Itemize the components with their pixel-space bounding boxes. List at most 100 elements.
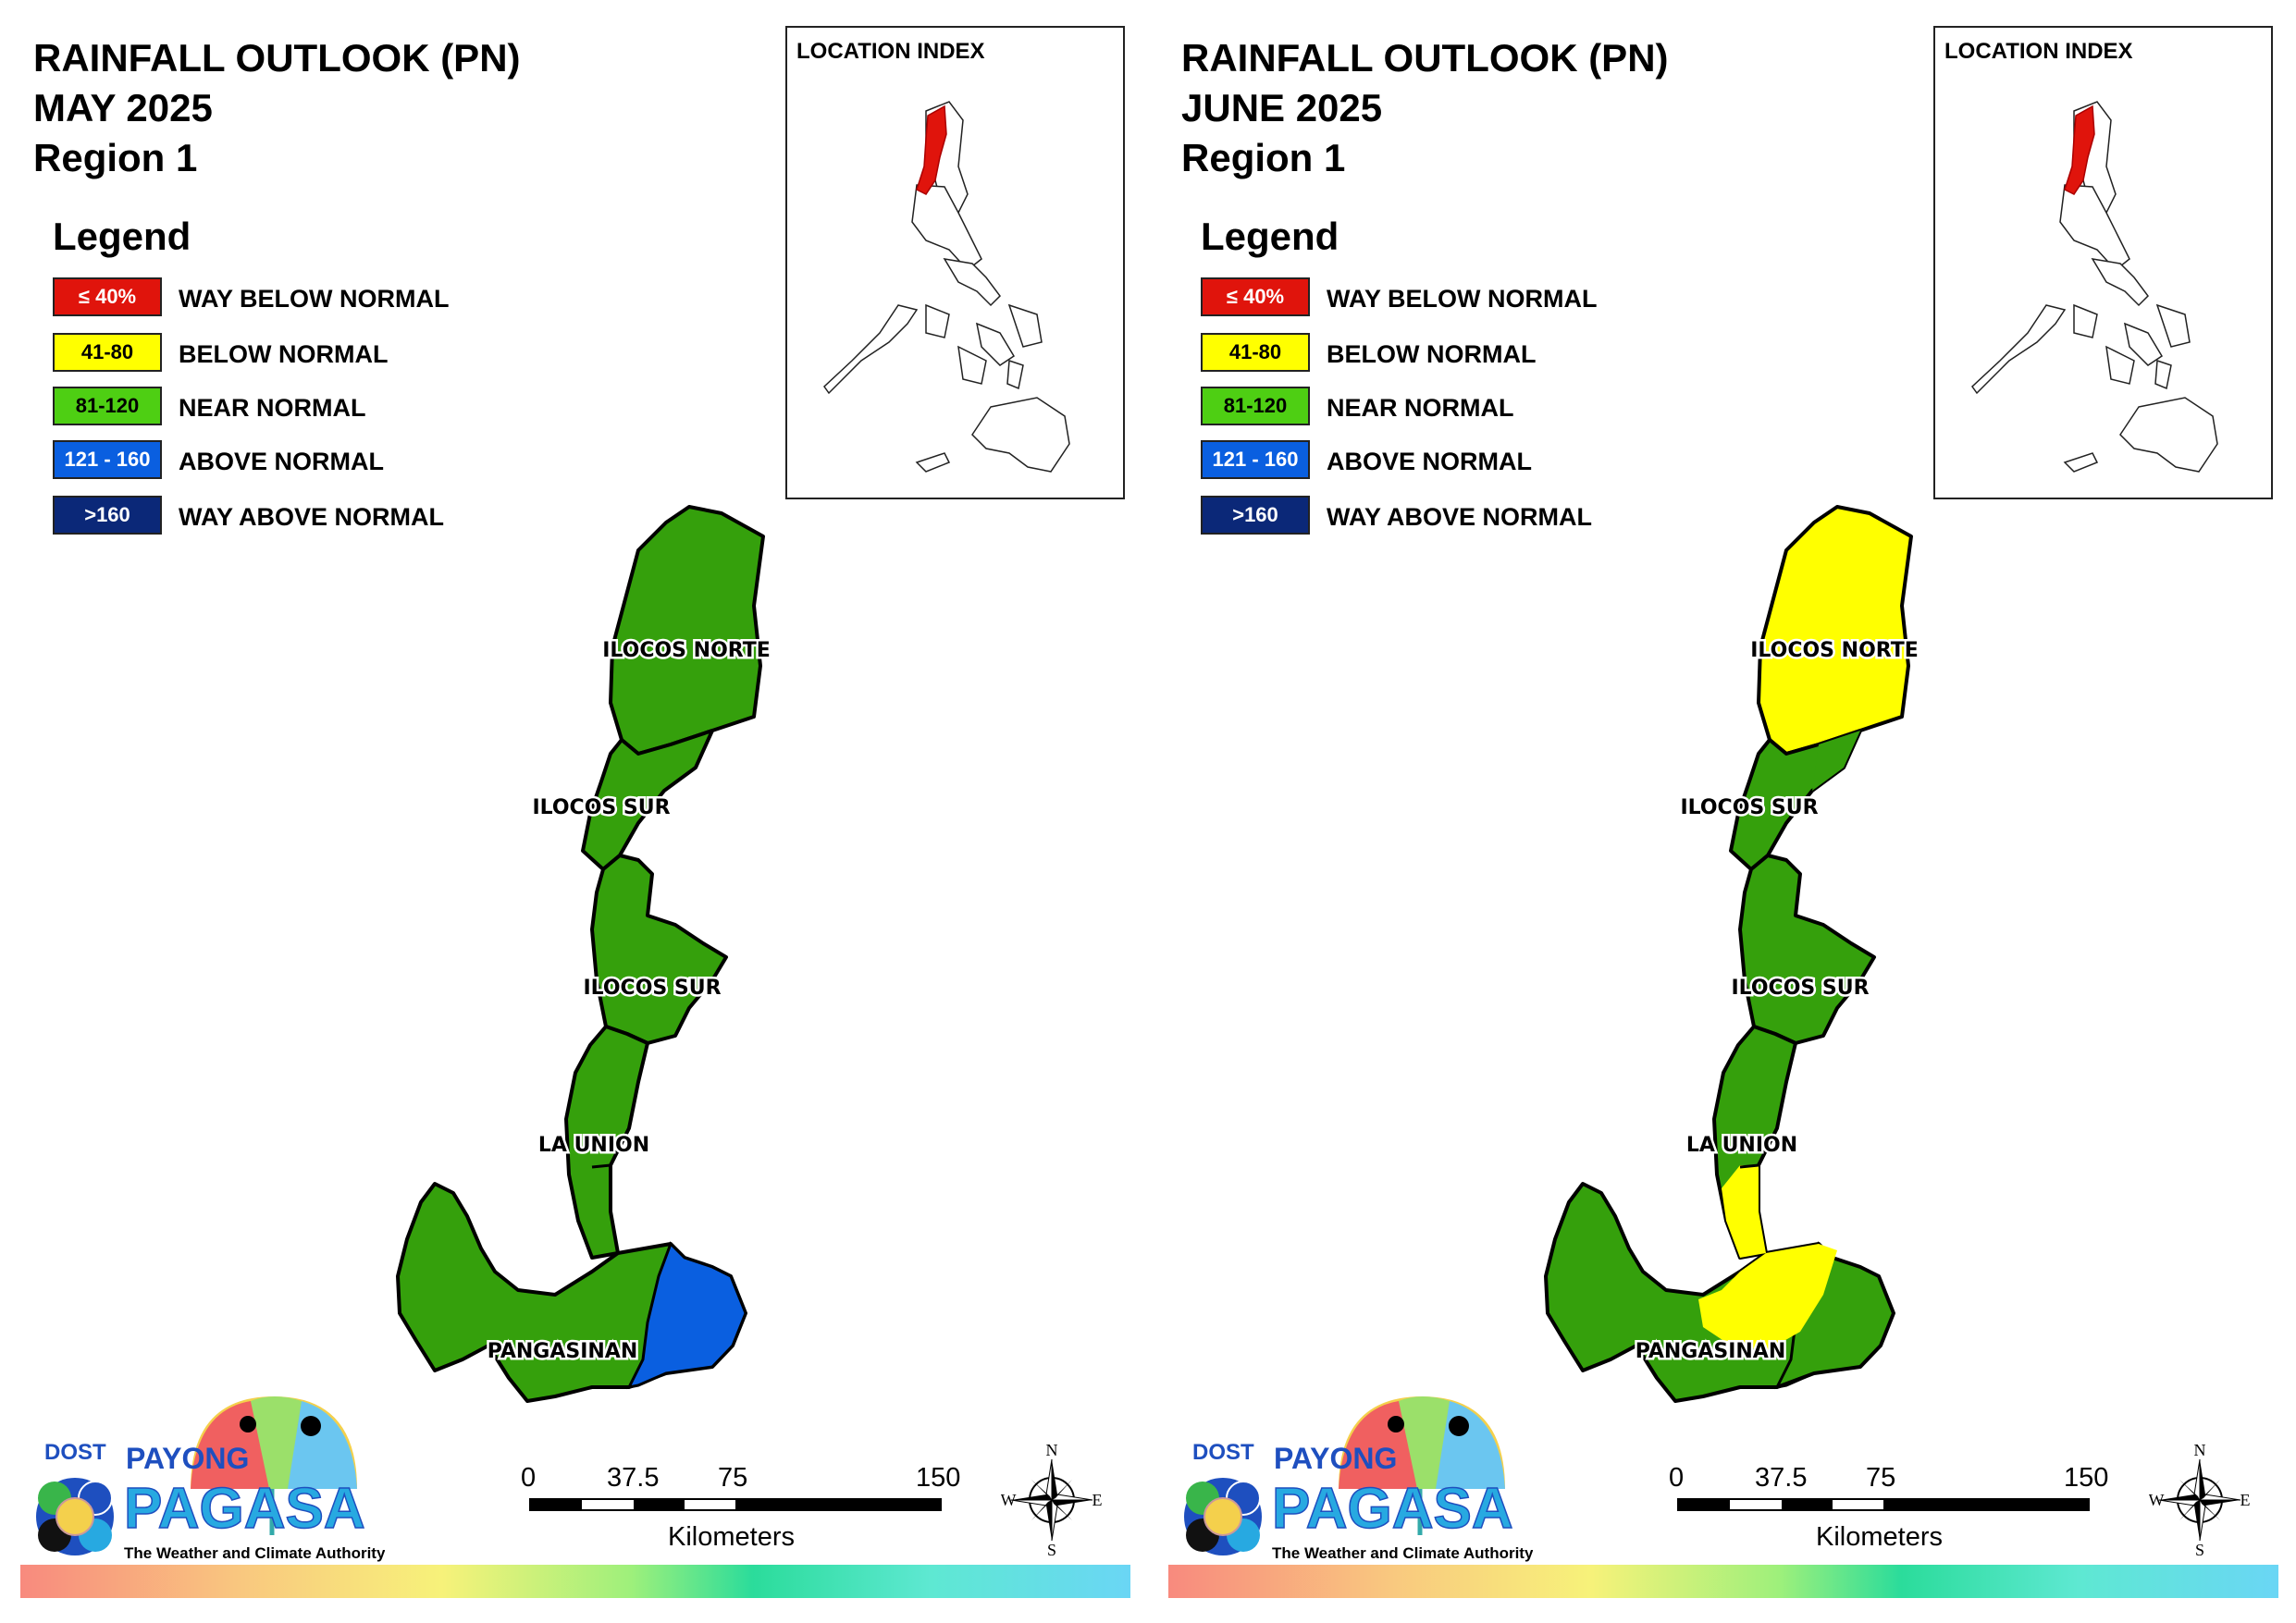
scale-tick-0: 0	[521, 1463, 537, 1493]
pangasinan-below-normal-area	[1698, 1244, 1837, 1350]
scale-bar	[529, 1498, 942, 1511]
legend-swatch: >160	[53, 496, 162, 535]
title-line-3: Region 1	[33, 136, 198, 179]
title-line-3: Region 1	[1181, 136, 1346, 179]
philippines-inset-map	[1971, 101, 2218, 473]
scale-tick-37-5: 37.5	[1755, 1463, 1808, 1493]
title-line-2: MAY 2025	[33, 86, 213, 129]
scale-tick-0: 0	[1669, 1463, 1685, 1493]
region-1-highlight	[916, 105, 947, 195]
legend-label: NEAR NORMAL	[1327, 394, 1514, 422]
panay-negros-shape	[2105, 345, 2135, 385]
north-arrow-compass: N S E W	[2149, 1441, 2251, 1559]
ilocos-norte-south-tip	[1812, 731, 1860, 791]
luzon-south-shape	[943, 257, 1001, 307]
scale-unit: Kilometers	[1816, 1522, 1943, 1552]
legend-label: WAY BELOW NORMAL	[1327, 285, 1598, 313]
region-1-highlight	[2064, 105, 2095, 195]
legend-label: WAY ABOVE NORMAL	[1327, 503, 1593, 531]
label-pangasinan: PANGASINAN	[1636, 1340, 1786, 1363]
mindoro-shape	[2073, 303, 2098, 338]
label-ilocos-sur-north: ILOCOS SUR	[1680, 796, 1818, 819]
color-gradient-bar	[20, 1565, 1130, 1598]
umbrella-icon	[191, 1396, 357, 1535]
cebu-bohol-shape	[2154, 359, 2172, 390]
compass-w: W	[1001, 1491, 1017, 1509]
location-index-title: LOCATION INDEX	[1944, 39, 2133, 64]
legend-swatch: 81-120	[53, 387, 162, 425]
luzon-central-shape	[911, 184, 982, 272]
luzon-central-shape	[2059, 184, 2130, 272]
scale-tick-37-5: 37.5	[607, 1463, 660, 1493]
luzon-south-shape	[2091, 257, 2149, 307]
label-ilocos-sur-south: ILOCOS SUR	[1731, 977, 1869, 1000]
label-ilocos-norte: ILOCOS NORTE	[1750, 639, 1919, 662]
label-pangasinan: PANGASINAN	[488, 1340, 638, 1363]
compass-rose-icon	[2158, 1458, 2241, 1542]
label-ilocos-sur-south: ILOCOS SUR	[583, 977, 721, 1000]
legend-label: NEAR NORMAL	[179, 394, 366, 422]
legend-label: ABOVE NORMAL	[1327, 448, 1532, 475]
region-1-map: ILOCOS NORTE ILOCOS SUR ILOCOS SUR LA UN…	[1544, 505, 1920, 1403]
logo-payong: PAYONG	[126, 1442, 249, 1475]
payong-pagasa-logo: DOST PAYONG PAGASA The Weather and Clima…	[36, 1396, 385, 1562]
cebu-bohol-shape	[1006, 359, 1024, 390]
mindanao-shape	[971, 397, 1070, 473]
mindoro-shape	[925, 303, 950, 338]
legend-label: WAY BELOW NORMAL	[179, 285, 450, 313]
compass-s: S	[1047, 1541, 1056, 1559]
legend-swatch: 121 - 160	[53, 440, 162, 479]
sulu-shape	[2063, 452, 2099, 473]
title-line-1: RAINFALL OUTLOOK (PN)	[1181, 36, 1669, 80]
map-title: RAINFALL OUTLOOK (PN) MAY 2025 Region 1	[33, 33, 521, 183]
dost-seal-icon	[1184, 1478, 1262, 1555]
compass-s: S	[2195, 1541, 2204, 1559]
legend-swatch: 41-80	[53, 333, 162, 372]
panay-negros-shape	[957, 345, 987, 385]
legend-title: Legend	[1201, 215, 1339, 258]
legend-swatch: ≤ 40%	[1201, 277, 1310, 316]
visayas-a-shape	[2123, 322, 2164, 366]
label-la-union: LA UNION	[538, 1134, 649, 1157]
philippines-inset-map	[823, 101, 1070, 473]
label-la-union: LA UNION	[1686, 1134, 1797, 1157]
legend-label: WAY ABOVE NORMAL	[179, 503, 445, 531]
title-line-2: JUNE 2025	[1181, 86, 1383, 129]
location-index-inset: LOCATION INDEX	[1933, 26, 2273, 499]
legend-title: Legend	[53, 215, 191, 258]
logo-tagline: The Weather and Climate Authority	[1272, 1544, 1533, 1562]
scale-bar	[1677, 1498, 2090, 1511]
la-union-below-normal-area	[1722, 1165, 1766, 1258]
map-panel-june: RAINFALL OUTLOOK (PN) JUNE 2025 Region 1…	[1148, 0, 2296, 1623]
sulu-shape	[915, 452, 951, 473]
province-ilocos-sur-south	[1738, 854, 1876, 1045]
payong-pagasa-logo: DOST PAYONG PAGASA The Weather and Clima…	[1184, 1396, 1533, 1562]
logo-tagline: The Weather and Climate Authority	[124, 1544, 385, 1562]
legend-swatch: 81-120	[1201, 387, 1310, 425]
legend-swatch: >160	[1201, 496, 1310, 535]
logo-dost: DOST	[44, 1440, 106, 1465]
palawan-shape	[823, 304, 919, 395]
legend-swatch: 121 - 160	[1201, 440, 1310, 479]
compass-n: N	[1046, 1441, 1058, 1459]
visayas-a-shape	[975, 322, 1016, 366]
umbrella-icon	[1339, 1396, 1505, 1535]
title-line-1: RAINFALL OUTLOOK (PN)	[33, 36, 521, 80]
samar-shape	[2155, 303, 2191, 348]
scale-tick-150: 150	[2064, 1463, 2109, 1493]
compass-e: E	[2240, 1491, 2251, 1509]
compass-rose-icon	[1010, 1458, 1093, 1542]
legend-label: BELOW NORMAL	[179, 340, 389, 368]
location-index-inset: LOCATION INDEX	[785, 26, 1125, 499]
region-1-map: ILOCOS NORTE ILOCOS SUR ILOCOS SUR LA UN…	[396, 505, 771, 1403]
pangasinan-above-normal-area	[626, 1241, 747, 1390]
legend-label: ABOVE NORMAL	[179, 448, 384, 475]
map-title: RAINFALL OUTLOOK (PN) JUNE 2025 Region 1	[1181, 33, 1669, 183]
province-ilocos-norte	[1757, 505, 1913, 756]
location-index-title: LOCATION INDEX	[796, 39, 985, 64]
province-ilocos-sur-north	[581, 729, 714, 871]
compass-n: N	[2194, 1441, 2206, 1459]
samar-shape	[1007, 303, 1043, 348]
dost-seal-icon	[36, 1478, 114, 1555]
mindanao-shape	[2119, 397, 2218, 473]
